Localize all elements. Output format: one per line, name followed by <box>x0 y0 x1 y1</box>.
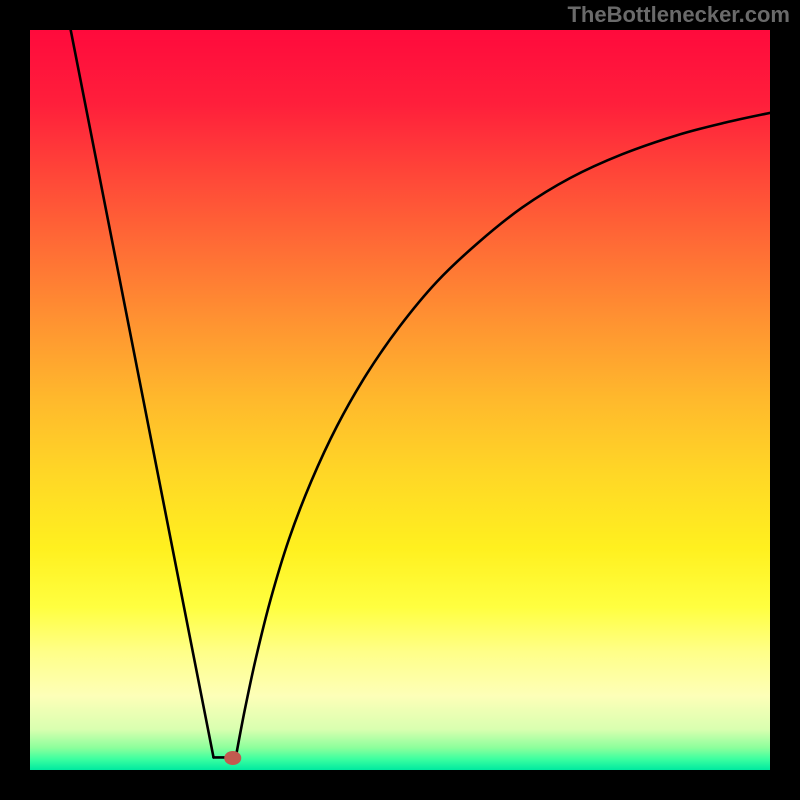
chart-container: TheBottlenecker.com <box>0 0 800 800</box>
optimal-point-marker <box>224 751 242 765</box>
plot-area <box>30 30 770 770</box>
bottleneck-curve <box>30 30 770 770</box>
watermark-text: TheBottlenecker.com <box>567 2 790 28</box>
